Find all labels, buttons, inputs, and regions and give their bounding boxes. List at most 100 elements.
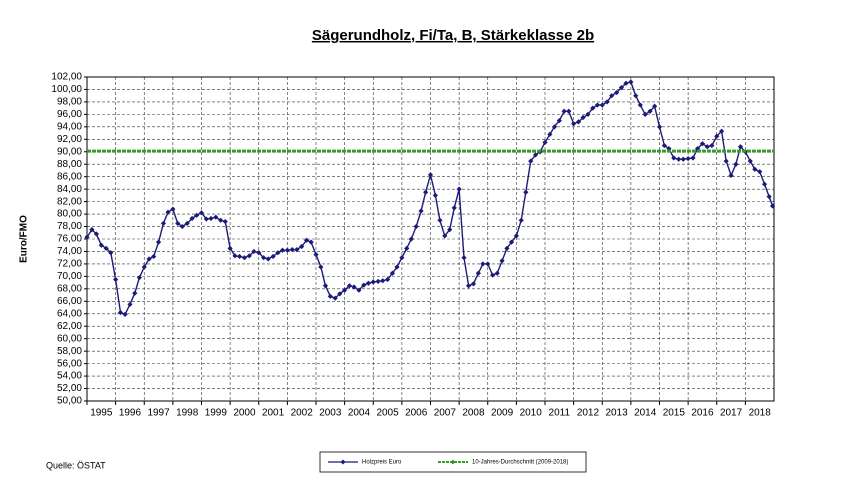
marker [532,152,539,158]
marker [165,209,171,215]
marker [289,246,295,253]
marker [594,102,600,108]
marker [270,253,276,260]
marker [399,255,405,261]
marker [714,133,720,139]
marker [222,218,228,225]
marker [475,270,481,276]
marker [198,210,205,216]
marker [761,181,768,187]
marker [265,256,271,262]
y-tick-label: 74,00 [57,246,82,257]
y-tick-label: 90,00 [57,146,82,157]
marker [318,264,324,270]
marker [737,144,744,150]
marker [556,118,562,124]
marker [279,247,286,253]
marker [227,245,233,251]
marker [308,239,314,245]
marker [275,250,281,256]
marker [490,272,496,278]
y-tick-label: 98,00 [57,97,82,108]
y-tick-label: 50,00 [57,396,82,407]
marker [723,158,729,164]
x-tick-label: 1998 [176,408,199,419]
marker [699,141,706,147]
y-tick-label: 86,00 [57,171,82,182]
marker [236,253,243,260]
marker [327,293,333,299]
marker [303,237,310,243]
marker [685,156,691,162]
marker [404,245,410,251]
marker [465,283,472,289]
marker [170,206,176,212]
marker [518,217,524,223]
marker [499,258,505,264]
y-tick-label: 70,00 [57,271,82,282]
marker [709,142,715,149]
marker [261,255,267,261]
marker [542,139,548,146]
y-tick-label: 102,00 [51,72,82,83]
marker [103,245,109,251]
marker [346,283,353,289]
marker [322,283,329,289]
marker [561,108,567,114]
x-tick-label: 2010 [520,408,543,419]
x-tick-label: 2018 [749,408,772,419]
legend-marker [450,459,456,465]
marker [370,279,376,285]
marker [580,114,586,121]
marker [213,214,219,220]
marker [256,250,262,256]
x-tick-label: 1999 [205,408,228,419]
marker [413,223,419,230]
x-tick-label: 2003 [319,408,342,419]
marker [294,246,300,253]
marker [127,301,133,308]
marker [427,172,434,178]
y-tick-label: 92,00 [57,134,82,145]
marker [671,155,677,161]
marker [613,89,620,96]
marker [375,278,381,284]
marker [208,215,214,222]
x-tick-label: 2013 [605,408,628,419]
marker [447,227,453,233]
marker [733,161,739,167]
marker [551,124,558,130]
marker [523,189,529,195]
y-tick-label: 100,00 [51,84,82,95]
y-tick-label: 72,00 [57,259,82,270]
marker [585,111,591,117]
marker [175,220,181,227]
marker [676,156,682,162]
y-tick-label: 60,00 [57,333,82,344]
y-tick-label: 78,00 [57,221,82,232]
chart-title: Sägerundholz, Fi/Ta, B, Stärkeklasse 2b [312,27,594,44]
marker [108,250,114,256]
x-tick-label: 2005 [376,408,399,419]
marker [332,295,338,301]
x-tick-label: 2000 [233,408,256,419]
marker [747,158,753,164]
marker [155,239,162,245]
marker [690,155,696,161]
marker [661,142,667,149]
marker [618,84,625,91]
marker [141,264,147,270]
marker [89,227,95,233]
marker [494,270,500,276]
marker [642,111,648,117]
y-tick-label: 76,00 [57,234,82,245]
x-tick-label: 2014 [634,408,657,419]
marker [160,220,167,227]
marker [98,242,104,248]
marker [179,223,185,230]
marker [136,275,142,281]
marker [203,216,209,222]
marker [342,287,348,293]
marker [184,220,190,227]
marker [547,131,553,137]
